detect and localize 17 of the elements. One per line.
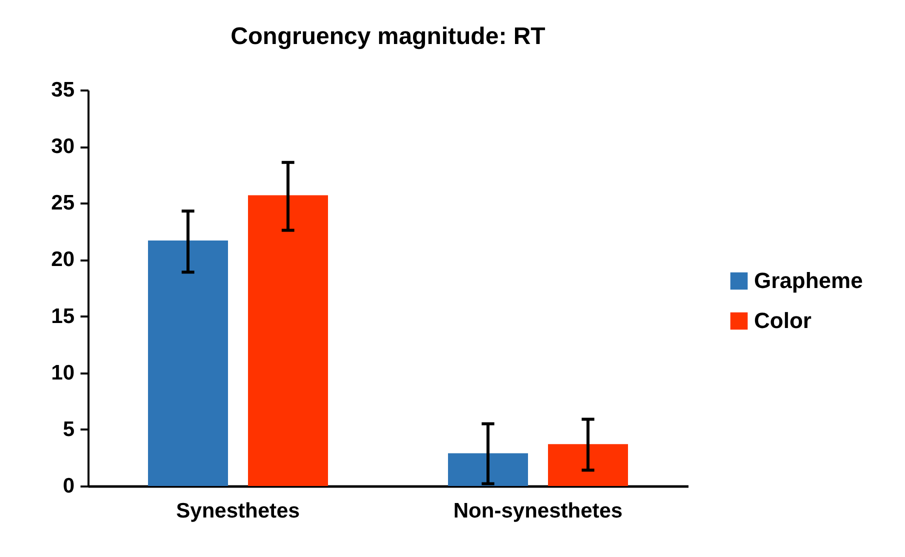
y-tick-label: 0: [62, 474, 74, 498]
x-tick-label: Synesthetes: [176, 500, 300, 522]
y-tick-label: 30: [51, 135, 74, 158]
y-tick-label: 35: [51, 78, 75, 102]
y-tick-label: 10: [51, 361, 74, 384]
x-tick-label: Non-synesthetes: [453, 500, 623, 522]
y-tick-label: 20: [51, 248, 74, 272]
legend-label: Color: [754, 308, 812, 333]
bar: [248, 195, 328, 486]
y-tick-label: 5: [62, 418, 75, 441]
bar: [448, 453, 528, 486]
chart-title: Congruency magnitude: RT: [230, 23, 546, 50]
bar: [148, 240, 228, 486]
legend-label: Grapheme: [754, 268, 863, 293]
y-tick-label: 15: [51, 304, 75, 328]
y-tick-label: 25: [51, 192, 75, 215]
bar: [548, 444, 628, 486]
